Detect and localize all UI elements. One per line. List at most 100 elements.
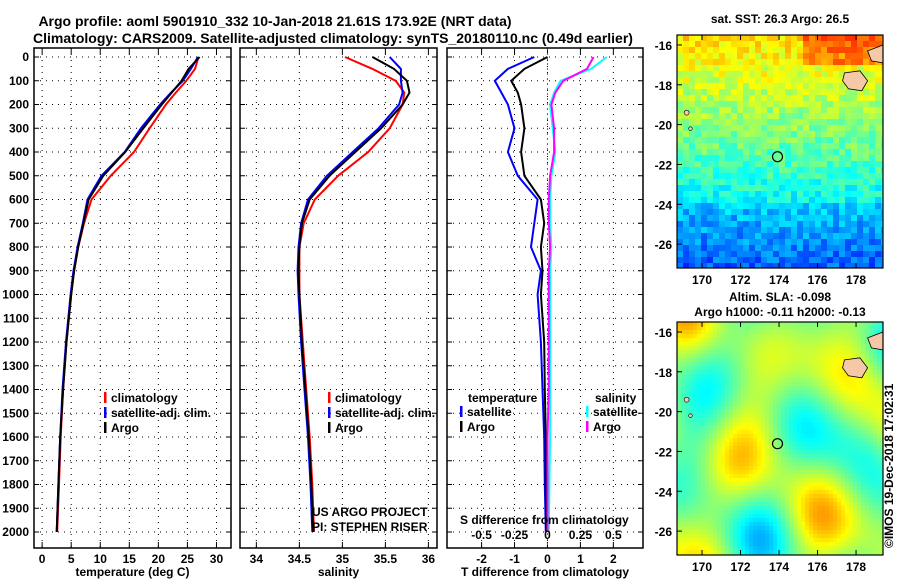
map-cell — [697, 330, 701, 334]
map-cell — [695, 233, 701, 239]
map-cell — [693, 458, 697, 462]
map-cell — [781, 458, 785, 462]
map-cell — [793, 498, 797, 502]
map-cell — [881, 125, 883, 131]
map-cell — [877, 470, 881, 474]
map-cell — [745, 474, 749, 478]
map-cell — [881, 41, 883, 47]
map-cell — [805, 406, 809, 410]
map-cell — [875, 161, 881, 167]
map-cell — [753, 378, 757, 382]
map-cell — [813, 518, 817, 522]
map-cell — [761, 173, 767, 179]
map-cell — [765, 518, 769, 522]
map-cell — [877, 494, 881, 498]
map-cell — [877, 422, 881, 426]
map-cell — [797, 446, 801, 450]
map-cell — [833, 518, 837, 522]
map-cell — [865, 386, 869, 390]
map-cell — [693, 546, 697, 550]
map-cell — [741, 482, 745, 486]
map-cell — [769, 338, 773, 342]
map-cell — [841, 386, 845, 390]
map-cell — [877, 354, 881, 358]
map-cell — [713, 215, 719, 221]
map-cell — [815, 143, 821, 149]
map-cell — [877, 538, 881, 542]
map-cell — [833, 330, 837, 334]
map-cell — [809, 239, 815, 245]
map-cell — [749, 326, 753, 330]
map-cell — [677, 522, 681, 526]
map-cell — [779, 191, 785, 197]
map-cell — [793, 326, 797, 330]
map-cell — [729, 394, 733, 398]
map-cell — [793, 382, 797, 386]
map-cell — [833, 322, 837, 326]
map-cell — [737, 526, 741, 530]
map-cell — [705, 426, 709, 430]
map-cell — [725, 498, 729, 502]
map-cell — [881, 514, 883, 518]
map-cell — [877, 442, 881, 446]
map-cell — [721, 482, 725, 486]
map-cell — [755, 71, 761, 77]
map-cell — [745, 326, 749, 330]
map-cell — [865, 338, 869, 342]
map-cell — [833, 382, 837, 386]
map-cell — [785, 251, 791, 257]
map-cell — [805, 378, 809, 382]
map-cell — [761, 490, 765, 494]
map-cell — [815, 257, 821, 263]
map-cell — [781, 478, 785, 482]
map-cell — [825, 402, 829, 406]
map-cell — [815, 137, 821, 143]
map-cell — [861, 490, 865, 494]
map-cell — [861, 350, 865, 354]
map-cell — [785, 342, 789, 346]
map-cell — [733, 534, 737, 538]
map-cell — [813, 434, 817, 438]
map-cell — [677, 113, 683, 119]
map-cell — [793, 534, 797, 538]
map-cell — [757, 378, 761, 382]
map-cell — [765, 322, 769, 326]
map-cell — [765, 486, 769, 490]
map-cell — [865, 502, 869, 506]
map-cell — [801, 502, 805, 506]
map-cell — [725, 47, 731, 53]
map-cell — [719, 131, 725, 137]
map-cell — [803, 41, 809, 47]
map-cell — [881, 466, 883, 470]
map-cell — [683, 77, 689, 83]
map-cell — [717, 530, 721, 534]
map-cell — [685, 414, 689, 418]
map-cell — [683, 251, 689, 257]
map-cell — [761, 494, 765, 498]
map-cell — [749, 155, 755, 161]
legend-swatch — [460, 406, 463, 417]
map-cell — [821, 374, 825, 378]
map-cell — [685, 418, 689, 422]
map-cell — [877, 526, 881, 530]
map-cell — [857, 498, 861, 502]
map-cell — [719, 155, 725, 161]
map-cell — [829, 494, 833, 498]
map-cell — [677, 418, 681, 422]
map-cell — [689, 71, 695, 77]
map-cell — [757, 358, 761, 362]
map-cell — [697, 350, 701, 354]
map-cell — [833, 41, 839, 47]
depth-tick-label: 500 — [9, 169, 29, 183]
map-cell — [689, 366, 693, 370]
map-cell — [767, 173, 773, 179]
map-cell — [713, 77, 719, 83]
map-cell — [705, 442, 709, 446]
map-cell — [683, 185, 689, 191]
map-cell — [813, 350, 817, 354]
map-cell — [833, 209, 839, 215]
map-cell — [693, 342, 697, 346]
map-cell — [821, 350, 825, 354]
map-cell — [817, 370, 821, 374]
map-cell — [857, 155, 863, 161]
